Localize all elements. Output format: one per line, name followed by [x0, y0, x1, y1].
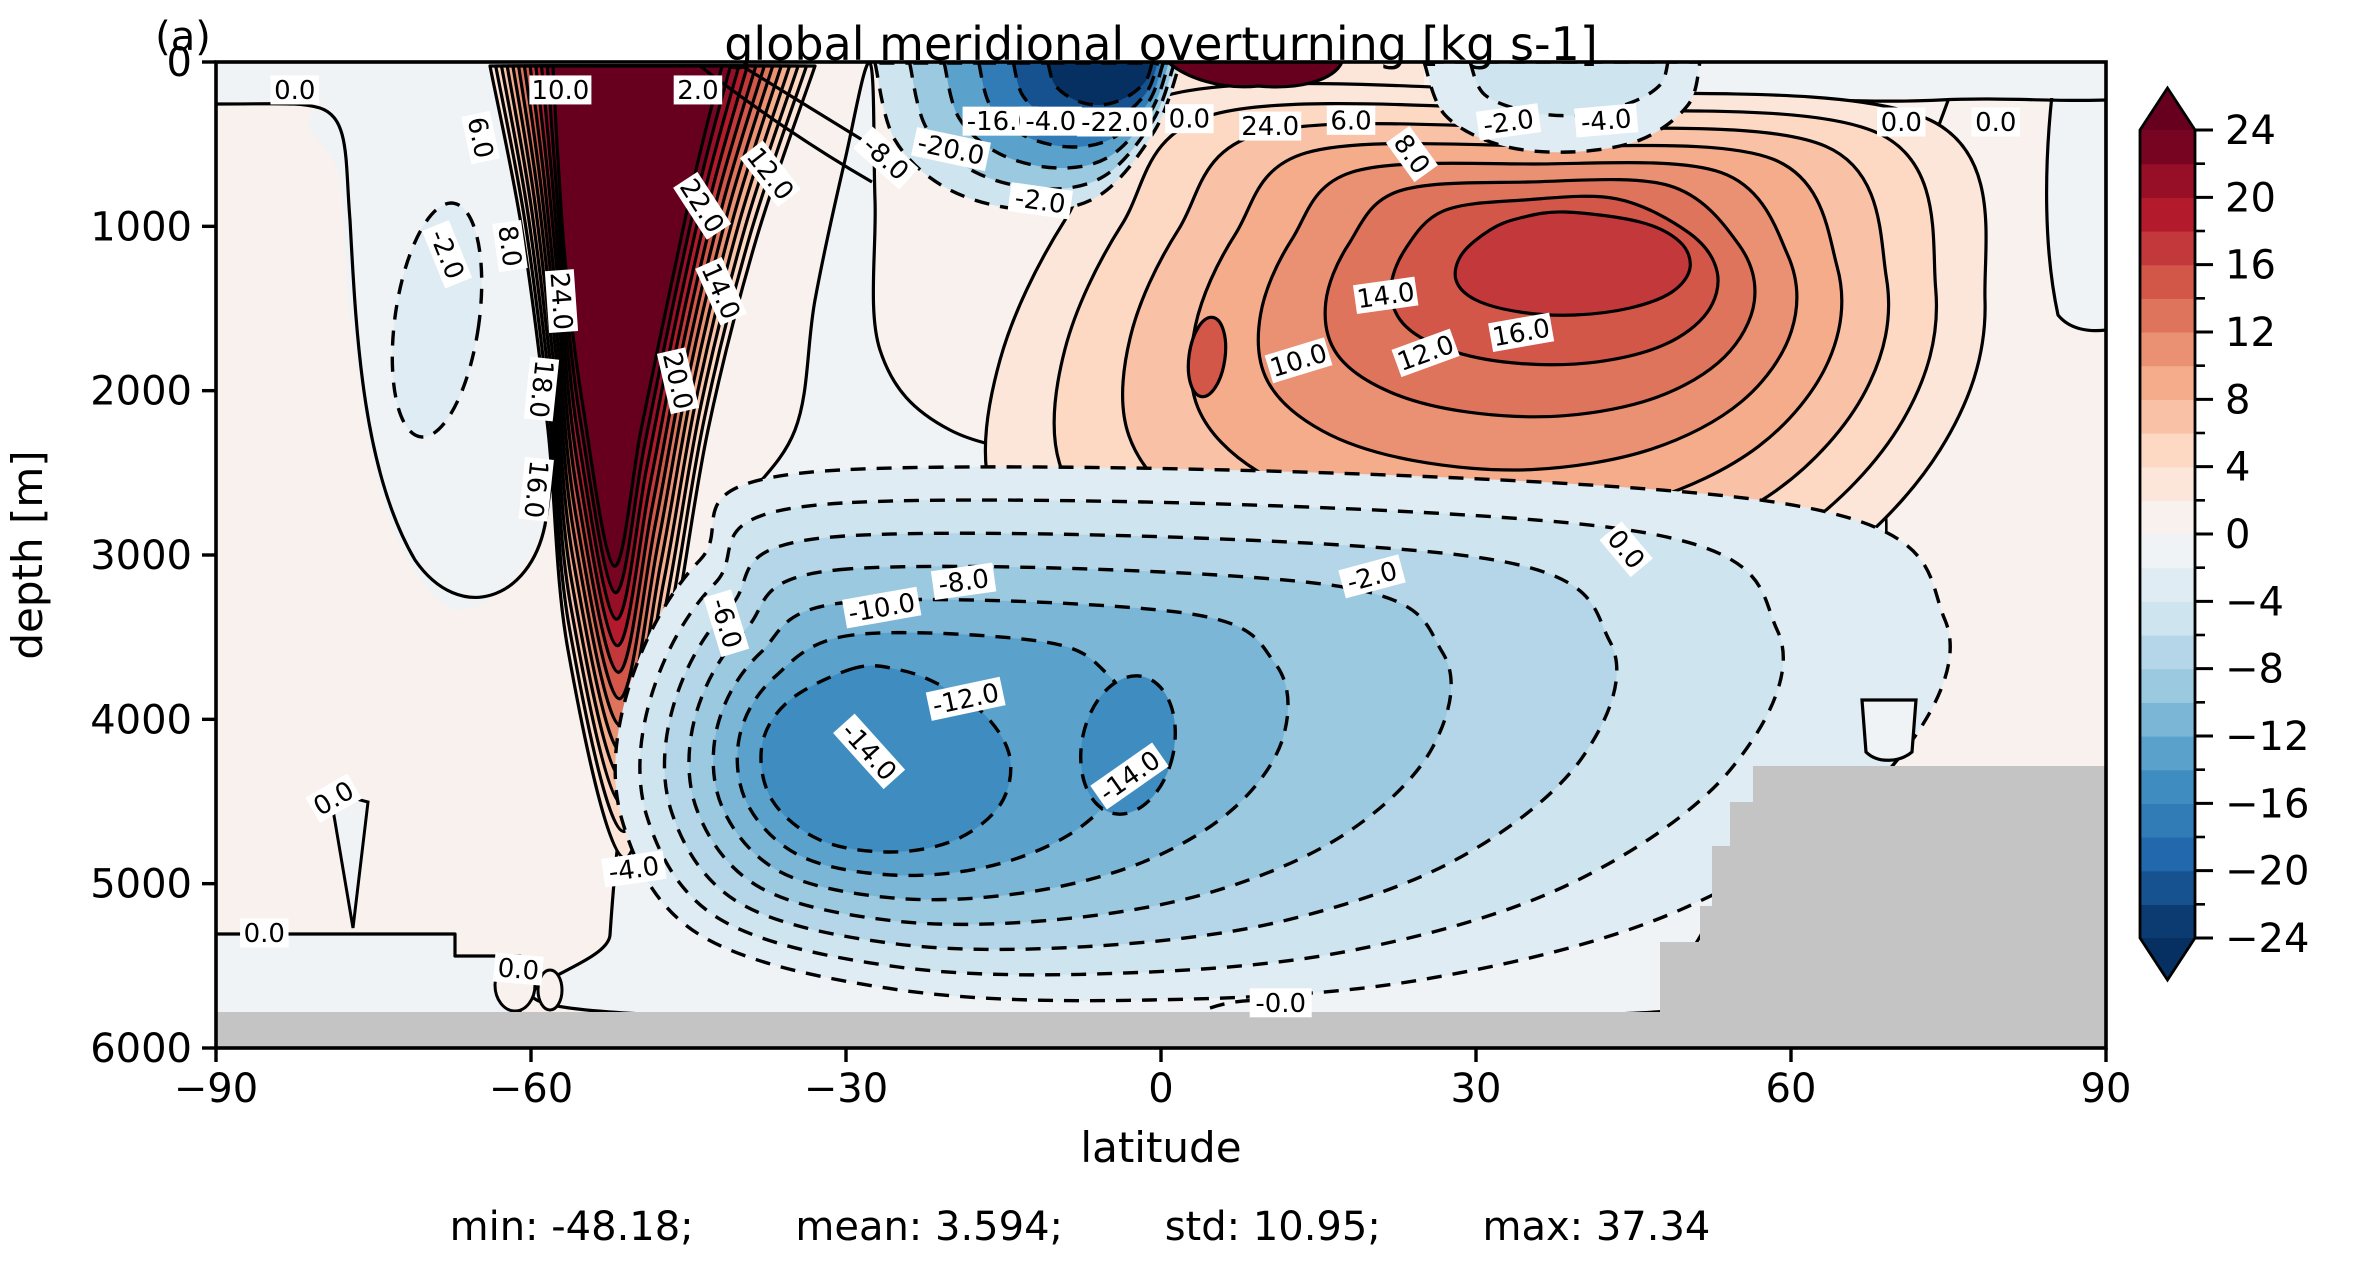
contour-label: 10.0	[529, 75, 592, 106]
contour-label: -2.0	[1007, 182, 1073, 220]
y-tick-label: 6000	[90, 1026, 192, 1072]
panel-label: (a)	[155, 14, 211, 60]
svg-text:16.0: 16.0	[517, 459, 553, 520]
svg-text:0.0: 0.0	[1881, 108, 1922, 138]
axes-layer: −90 −60 −30 0 30 60 90 0 1000 2000 3000 4000 5000 600…	[90, 40, 2131, 1112]
svg-text:0.0: 0.0	[1975, 108, 2016, 138]
contour-label: 14.0	[1352, 276, 1419, 315]
contour-label: 16.0	[517, 456, 554, 522]
svg-text:8.0: 8.0	[491, 224, 526, 269]
y-tick-label: 2000	[90, 369, 192, 415]
colorbar-tick-label: −20	[2225, 849, 2309, 895]
contour-label: 0.0	[240, 918, 289, 949]
y-tick-label: 1000	[90, 204, 192, 250]
contour-label-layer: 0.0 10.0 2.06.012.022.08.0-2.014.024.020.0…	[240, 75, 2020, 1019]
colorbar-tick-label: 12	[2225, 310, 2276, 356]
svg-text:-2.0: -2.0	[1481, 105, 1535, 142]
y-tick-label: 4000	[90, 697, 192, 743]
colorbar-tick-label: −8	[2225, 647, 2284, 693]
svg-text:-2.0: -2.0	[1013, 183, 1067, 220]
contour-label: -4.0	[1019, 106, 1082, 137]
contour-label: -4.0	[1574, 103, 1639, 138]
contour-label: -2.0	[1475, 103, 1542, 142]
contour-label: 0.0	[1165, 104, 1214, 135]
colorbar-tick-label: 8	[2225, 377, 2250, 423]
colorbar-tick-label: −16	[2225, 781, 2309, 827]
contour-label: -4.0	[601, 850, 667, 888]
contour-label: -22.0	[1077, 107, 1153, 138]
contour-label: 0.0	[1971, 107, 2020, 138]
contour-label: 2.0	[673, 75, 723, 106]
svg-text:-8.0: -8.0	[937, 564, 991, 601]
stats-line: min: -48.18; mean: 3.594; std: 10.95; ma…	[450, 1204, 1711, 1250]
contour-label: 24.0	[1239, 111, 1302, 142]
x-tick-label: 30	[1451, 1066, 1502, 1112]
svg-text:0.0: 0.0	[1169, 105, 1210, 135]
y-axis-label: depth [m]	[3, 450, 52, 659]
x-tick-label: −90	[174, 1066, 258, 1112]
bathymetry-layer	[216, 698, 2106, 1048]
y-tick-label: 5000	[90, 862, 192, 908]
svg-text:-4.0: -4.0	[1580, 104, 1633, 138]
x-tick-label: −30	[804, 1066, 888, 1112]
x-tick-label: 0	[1148, 1066, 1173, 1112]
contour-label: 18.0	[523, 356, 560, 422]
contour-label: 0.0	[492, 952, 544, 987]
y-tick-label: 0	[167, 40, 192, 86]
colorbar-tick-label: 24	[2225, 108, 2276, 154]
colorbar-tick-label: 0	[2225, 512, 2250, 558]
svg-text:24.0: 24.0	[543, 271, 577, 331]
x-axis-label: latitude	[1080, 1123, 1241, 1172]
y-tick-label: 3000	[90, 533, 192, 579]
contour-label: 8.0	[491, 220, 528, 273]
x-tick-label: 60	[1766, 1066, 1817, 1112]
svg-text:-4.0: -4.0	[607, 851, 661, 888]
contour-label: 0.0	[1877, 107, 1926, 138]
plot-title: global meridional overturning [kg s-1]	[724, 17, 1598, 71]
contour-label: -0.0	[1249, 988, 1312, 1019]
svg-text:6.0: 6.0	[1330, 106, 1371, 136]
svg-text:2.0: 2.0	[677, 76, 718, 106]
x-tick-label: 90	[2081, 1066, 2132, 1112]
svg-text:24.0: 24.0	[1241, 112, 1299, 142]
colorbar-tick-label: −12	[2225, 714, 2309, 760]
svg-text:0.0: 0.0	[244, 919, 285, 949]
contour-label: 6.0	[1326, 105, 1376, 136]
contour-label: 8.0	[1385, 125, 1438, 183]
x-tick-label: −60	[489, 1066, 573, 1112]
svg-text:0.0: 0.0	[496, 953, 540, 986]
colorbar: 24 20 16 12 8 4 0 −4 −8 −12 −16 −20 −24	[2138, 85, 2309, 983]
svg-text:-4.0: -4.0	[1025, 107, 1076, 137]
colorbar-tick-label: 20	[2225, 175, 2276, 221]
contour-label: -8.0	[930, 562, 997, 601]
svg-text:-0.0: -0.0	[1255, 989, 1306, 1019]
svg-text:-22.0: -22.0	[1081, 108, 1148, 138]
contour-label: 24.0	[543, 269, 579, 334]
colorbar-tick-label: 4	[2225, 445, 2250, 491]
svg-text:10.0: 10.0	[531, 76, 589, 106]
contour-label: 0.0	[270, 75, 319, 106]
colorbar-tick-label: −24	[2225, 916, 2309, 962]
svg-text:0.0: 0.0	[274, 76, 315, 106]
colorbar-tick-label: 16	[2225, 243, 2276, 289]
svg-text:18.0: 18.0	[523, 359, 559, 420]
colorbar-tick-label: −4	[2225, 579, 2284, 625]
